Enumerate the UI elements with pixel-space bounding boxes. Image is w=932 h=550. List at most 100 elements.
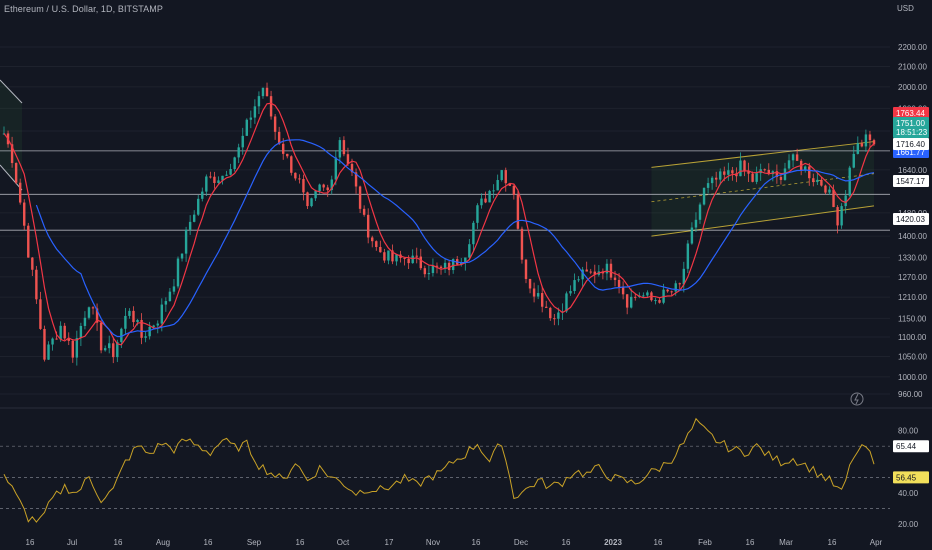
candle-body xyxy=(545,306,548,308)
candle-body xyxy=(795,154,799,161)
level-tag-bg xyxy=(893,213,929,225)
candle-body xyxy=(51,338,54,345)
candle-body xyxy=(318,184,321,192)
price-tick-label: 1640.00 xyxy=(898,166,927,175)
candle-body xyxy=(569,291,572,294)
candle-body xyxy=(55,338,58,340)
candle-body xyxy=(116,342,119,358)
candle-body xyxy=(83,317,87,326)
price-tick-label: 1330.00 xyxy=(898,254,927,263)
candle-body xyxy=(35,269,38,300)
candle-body xyxy=(694,219,698,228)
candle-body xyxy=(666,289,669,292)
candle-body xyxy=(18,182,22,203)
candle-body xyxy=(298,178,301,180)
candle-body xyxy=(192,214,196,222)
time-tick-label: 16 xyxy=(204,538,213,547)
price-tick-label: 1050.00 xyxy=(898,353,927,362)
candle-body xyxy=(860,143,864,147)
ma-fast-line xyxy=(3,102,875,346)
candle-body xyxy=(277,131,281,144)
candle-body xyxy=(201,191,204,199)
candle-body xyxy=(593,271,596,275)
price-tick-label: 1210.00 xyxy=(898,293,927,302)
candle-body xyxy=(751,173,754,182)
candle-body xyxy=(261,87,265,97)
candle-body xyxy=(330,179,333,191)
candle-body xyxy=(565,293,568,312)
lightning-icon xyxy=(850,392,864,406)
candle-body xyxy=(314,191,317,199)
candle-body xyxy=(605,263,609,274)
price-tag-ma-slow: 1661.77 xyxy=(896,148,925,157)
candle-body xyxy=(241,135,244,148)
rsi-value-tag-bg xyxy=(893,440,929,453)
price-tag-countdown: 18:51:23 xyxy=(896,128,928,137)
candle-body xyxy=(31,257,34,270)
time-tick-label: Aug xyxy=(156,538,170,547)
candle-body xyxy=(59,325,62,340)
candle-body xyxy=(112,343,115,358)
candle-body xyxy=(739,160,742,177)
candle-body xyxy=(589,271,592,273)
candle-body xyxy=(217,180,220,184)
price-tick-label: 2200.00 xyxy=(898,43,927,52)
candle-body xyxy=(532,288,536,297)
candle-body xyxy=(723,171,726,175)
candle-body xyxy=(168,291,172,302)
candle-body xyxy=(197,198,200,215)
candle-body xyxy=(553,318,556,320)
candle-body xyxy=(306,192,309,207)
candle-body xyxy=(577,279,580,281)
candle-body xyxy=(322,184,325,188)
candle-body xyxy=(492,190,495,192)
candle-body xyxy=(419,256,422,269)
candle-body xyxy=(524,259,528,279)
candle-body xyxy=(864,134,868,147)
candle-body xyxy=(840,206,843,226)
candle-body xyxy=(407,258,410,264)
candle-body xyxy=(273,116,277,132)
candle-body xyxy=(358,186,362,209)
candle-body xyxy=(476,205,479,223)
candle-body xyxy=(779,177,783,180)
candle-body xyxy=(516,194,520,229)
candle-body xyxy=(128,310,131,316)
candle-body xyxy=(460,262,463,265)
candle-body xyxy=(714,177,718,180)
candle-body xyxy=(265,87,269,97)
candle-body xyxy=(540,293,544,307)
ma-slow-line xyxy=(35,139,875,338)
candle-body xyxy=(763,169,766,171)
level-tag-bg xyxy=(893,138,929,150)
candle-body xyxy=(188,221,192,230)
candle-body xyxy=(755,173,758,182)
candle-body xyxy=(302,178,305,193)
candle-body xyxy=(71,340,74,358)
candle-body xyxy=(464,257,467,263)
candle-body xyxy=(844,195,847,207)
candle-body xyxy=(152,325,155,327)
candle-body xyxy=(431,265,435,274)
time-tick-label: 16 xyxy=(654,538,663,547)
candle-body xyxy=(848,167,851,196)
candle-body xyxy=(808,166,811,179)
candle-body xyxy=(642,295,645,297)
candle-body xyxy=(67,338,70,341)
candle-body xyxy=(411,255,414,264)
grid-lines xyxy=(0,46,890,395)
candle-body xyxy=(286,153,289,157)
candle-body xyxy=(39,299,42,329)
candle-body xyxy=(350,163,354,173)
candle-body xyxy=(95,308,99,323)
candles xyxy=(2,82,876,366)
candle-body xyxy=(362,208,366,215)
candle-body xyxy=(43,328,46,360)
channel-upper-line xyxy=(651,141,875,168)
candle-body xyxy=(536,293,540,297)
candle-body xyxy=(613,277,617,280)
candle-body xyxy=(472,222,475,245)
candle-body xyxy=(682,268,686,285)
